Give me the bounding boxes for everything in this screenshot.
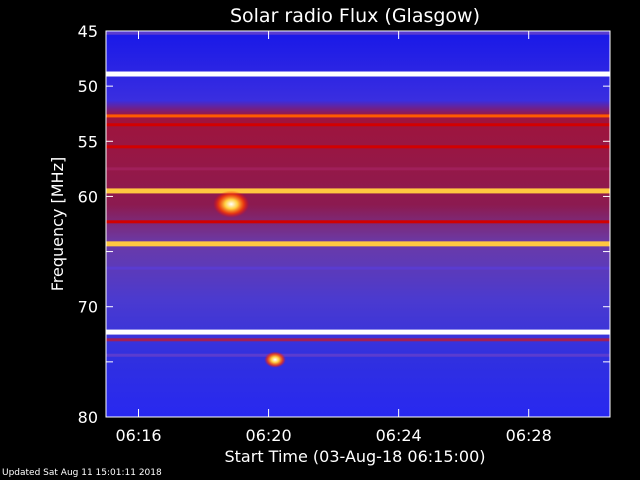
x-tick-label: 06:16: [115, 426, 161, 445]
y-tick-label: 70: [78, 298, 98, 317]
frequency-band: [106, 114, 610, 118]
y-tick-label: 50: [78, 77, 98, 96]
frequency-band: [106, 220, 610, 224]
frequency-band: [106, 123, 610, 127]
spectrogram-background: [106, 31, 610, 417]
frequency-band: [106, 31, 610, 35]
x-tick-label: 06:28: [506, 426, 552, 445]
frequency-band: [106, 241, 610, 247]
y-axis-label: Frequency [MHz]: [48, 157, 67, 291]
update-timestamp: Updated Sat Aug 11 15:01:11 2018: [2, 468, 162, 478]
y-tick-label: 55: [78, 132, 98, 151]
frequency-band-core: [106, 331, 610, 334]
plot-area: [105, 30, 611, 418]
y-tick-label: 60: [78, 187, 98, 206]
radio-burst: [264, 351, 286, 368]
radio-burst: [213, 190, 250, 218]
plot-frame: [105, 30, 611, 418]
x-axis-label: Start Time (03-Aug-18 06:15:00): [225, 447, 486, 466]
x-axis: 06:16 06:20 06:24 06:28: [115, 31, 552, 445]
x-tick-label: 06:20: [246, 426, 292, 445]
frequency-band: [106, 167, 610, 171]
chart-title: Solar radio Flux (Glasgow): [230, 5, 480, 27]
y-tick-label: 80: [78, 408, 98, 427]
frequency-band: [106, 266, 610, 270]
frequency-bands: [106, 31, 610, 357]
x-tick-label: 06:24: [376, 426, 422, 445]
y-tick-label: 45: [78, 22, 98, 41]
frequency-band-core: [106, 73, 610, 76]
frequency-band: [106, 338, 610, 342]
frequency-band: [106, 188, 610, 194]
radio-bursts: [213, 190, 286, 368]
y-axis: 45 50 55 60 70 80: [78, 22, 610, 427]
frequency-band: [106, 353, 610, 357]
frequency-band: [106, 145, 610, 149]
